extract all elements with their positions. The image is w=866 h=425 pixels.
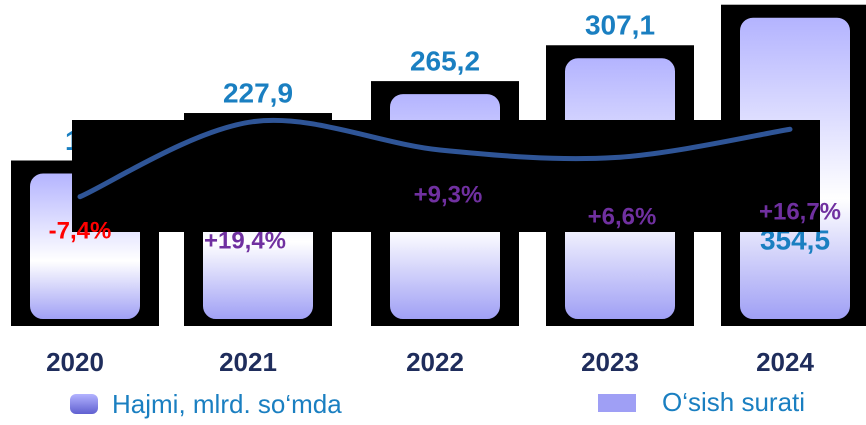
x-label: 2022: [406, 347, 464, 377]
legend-swatch: [70, 394, 98, 414]
x-labels: 2020 2021 2022 2023 2024: [46, 347, 814, 377]
x-label: 2023: [581, 347, 639, 377]
growth-label: -7,4%: [49, 217, 112, 244]
x-label: 2024: [756, 347, 814, 377]
legend-label: Hajmi, mlrd. so‘mda: [112, 389, 342, 419]
growth-label: +9,3%: [414, 181, 483, 208]
value-label: 227,9: [223, 77, 293, 108]
x-label: 2020: [46, 347, 104, 377]
growth-line: [77, 117, 793, 200]
legend-label: O‘sish surati: [662, 387, 805, 417]
x-label: 2021: [219, 347, 277, 377]
growth-label: +6,6%: [588, 203, 657, 230]
line-layer: -7,4% +19,4% +9,3% +6,6% +16,7%: [49, 117, 841, 254]
growth-label: +16,7%: [759, 198, 841, 225]
value-label: 307,1: [585, 10, 655, 41]
legend-swatch: [598, 394, 636, 412]
value-label: 265,2: [410, 45, 480, 76]
overlay-band: [72, 120, 820, 232]
growth-label: +19,4%: [204, 227, 286, 254]
